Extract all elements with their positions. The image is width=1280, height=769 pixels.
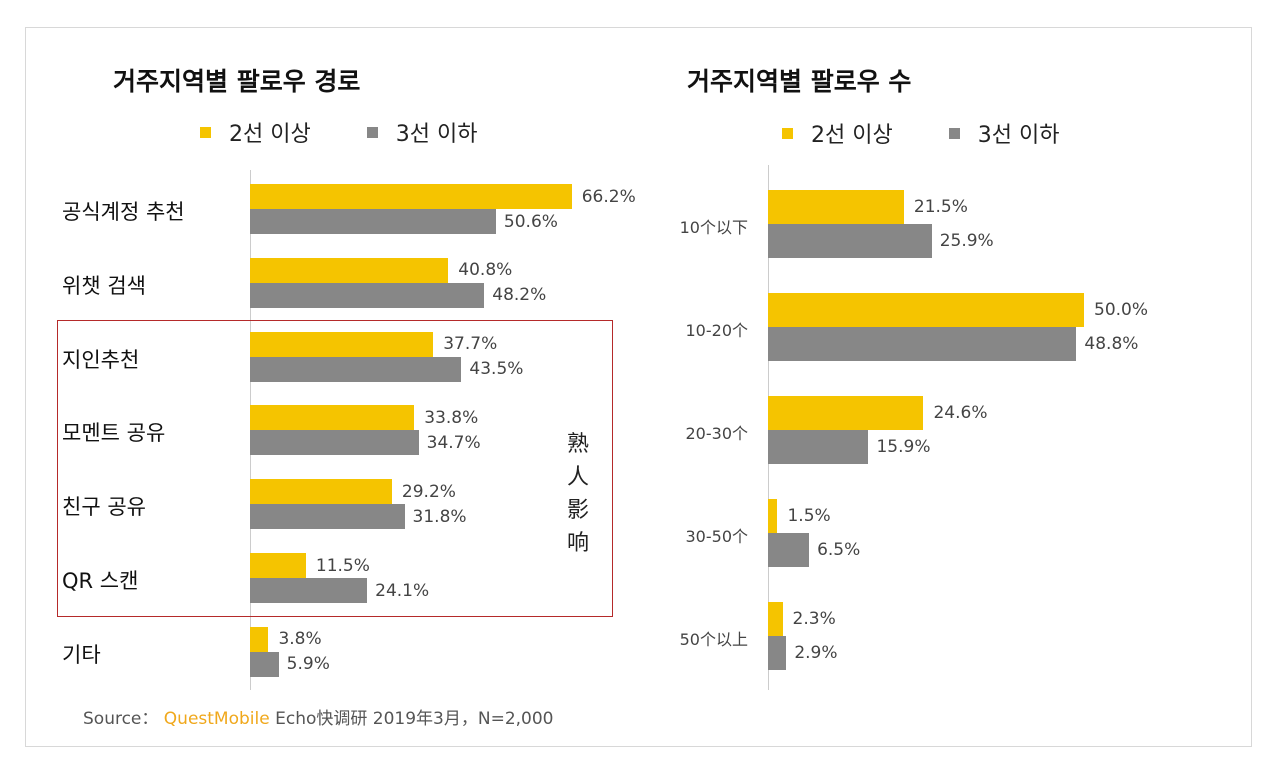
data-label: 48.8% [1084,334,1139,354]
category-label: 20-30个 [685,424,749,443]
data-label: 48.2% [492,285,547,306]
legend-swatch-series1 [782,127,793,139]
bar-series1 [250,479,392,505]
data-label: 37.7% [443,334,498,355]
data-label: 2.3% [792,609,836,629]
data-label: 31.8% [412,506,467,527]
bar-series2 [250,578,368,603]
legend-label-series2: 3선 이하 [395,122,478,147]
legend-label-series1: 2선 이상 [229,122,311,147]
data-label: 50.0% [1094,300,1149,320]
category-label: 공식계정 추천 [62,200,185,224]
right-legend: 2선 이상 3선 이하 [782,117,1059,149]
chart-frame [25,27,1252,747]
data-label: 2.9% [794,643,838,663]
legend-label-series2: 3선 이하 [977,123,1060,148]
bar-series2 [768,224,932,258]
bar-series1 [250,331,434,357]
legend-swatch-series2 [366,126,378,138]
data-label: 29.2% [401,481,456,502]
data-label: 24.1% [375,580,430,601]
bar-series1 [250,257,449,283]
source-prefix: Source： [83,709,159,729]
bar-series1 [768,499,778,533]
category-label: 10-20个 [685,321,749,340]
bar-series1 [768,293,1084,327]
category-label: 10个以下 [679,218,748,237]
category-label: 50个以上 [679,630,748,649]
bar-series2 [250,430,419,456]
bar-series1 [250,405,415,431]
bar-series2 [250,282,485,308]
bar-series2 [768,430,869,464]
bar-series2 [250,209,496,234]
bar-series2 [768,327,1077,361]
bar-series1 [250,626,269,652]
bar-series2 [250,356,462,382]
data-label: 15.9% [876,437,931,457]
legend-swatch-series2 [948,127,960,139]
category-label: 모멘트 공유 [62,421,166,446]
source-note: Source： QuestMobile Echo快调研 2019年3月，N=2,… [83,704,553,729]
source-brand: QuestMobile [163,709,270,729]
bar-series2 [768,533,810,567]
data-label: 66.2% [581,186,636,207]
left-chart-title: 거주지역별 팔로우 경로 [113,67,361,96]
bar-series2 [250,504,405,530]
category-label: 위챗 검색 [62,273,146,298]
data-label: 50.6% [503,211,558,232]
category-label: 지인추천 [62,347,140,372]
data-label: 11.5% [315,555,370,576]
category-label: 기타 [62,642,101,667]
category-label: 30-50个 [685,527,749,546]
bar-series2 [768,636,787,670]
legend-swatch-series1 [200,126,211,138]
annotation-text: 熟人影响 [566,432,589,556]
data-label: 6.5% [817,540,861,560]
bar-series1 [768,602,783,636]
data-label: 3.8% [278,629,322,650]
legend-label-series1: 2선 이상 [811,123,893,148]
bar-series1 [768,396,924,430]
data-label: 43.5% [469,359,524,380]
data-label: 5.9% [286,654,330,675]
bar-series1 [250,184,572,209]
bar-series1 [768,190,904,224]
source-rest: Echo快调研 2019年3月，N=2,000 [275,709,554,729]
right-chart-title: 거주지역별 팔로우 수 [687,67,912,96]
bar-series1 [250,553,306,578]
data-label: 24.6% [933,403,988,423]
data-label: 25.9% [939,231,994,251]
left-legend: 2선 이상 3선 이하 [200,116,477,148]
category-label: 친구 공유 [62,495,146,520]
data-label: 34.7% [426,432,481,453]
data-label: 21.5% [913,197,968,217]
highlight-box [57,320,613,617]
data-label: 33.8% [424,407,479,428]
data-label: 1.5% [787,506,831,526]
bar-series2 [250,651,279,677]
data-label: 40.8% [458,260,513,281]
category-label: QR 스캔 [62,569,139,593]
